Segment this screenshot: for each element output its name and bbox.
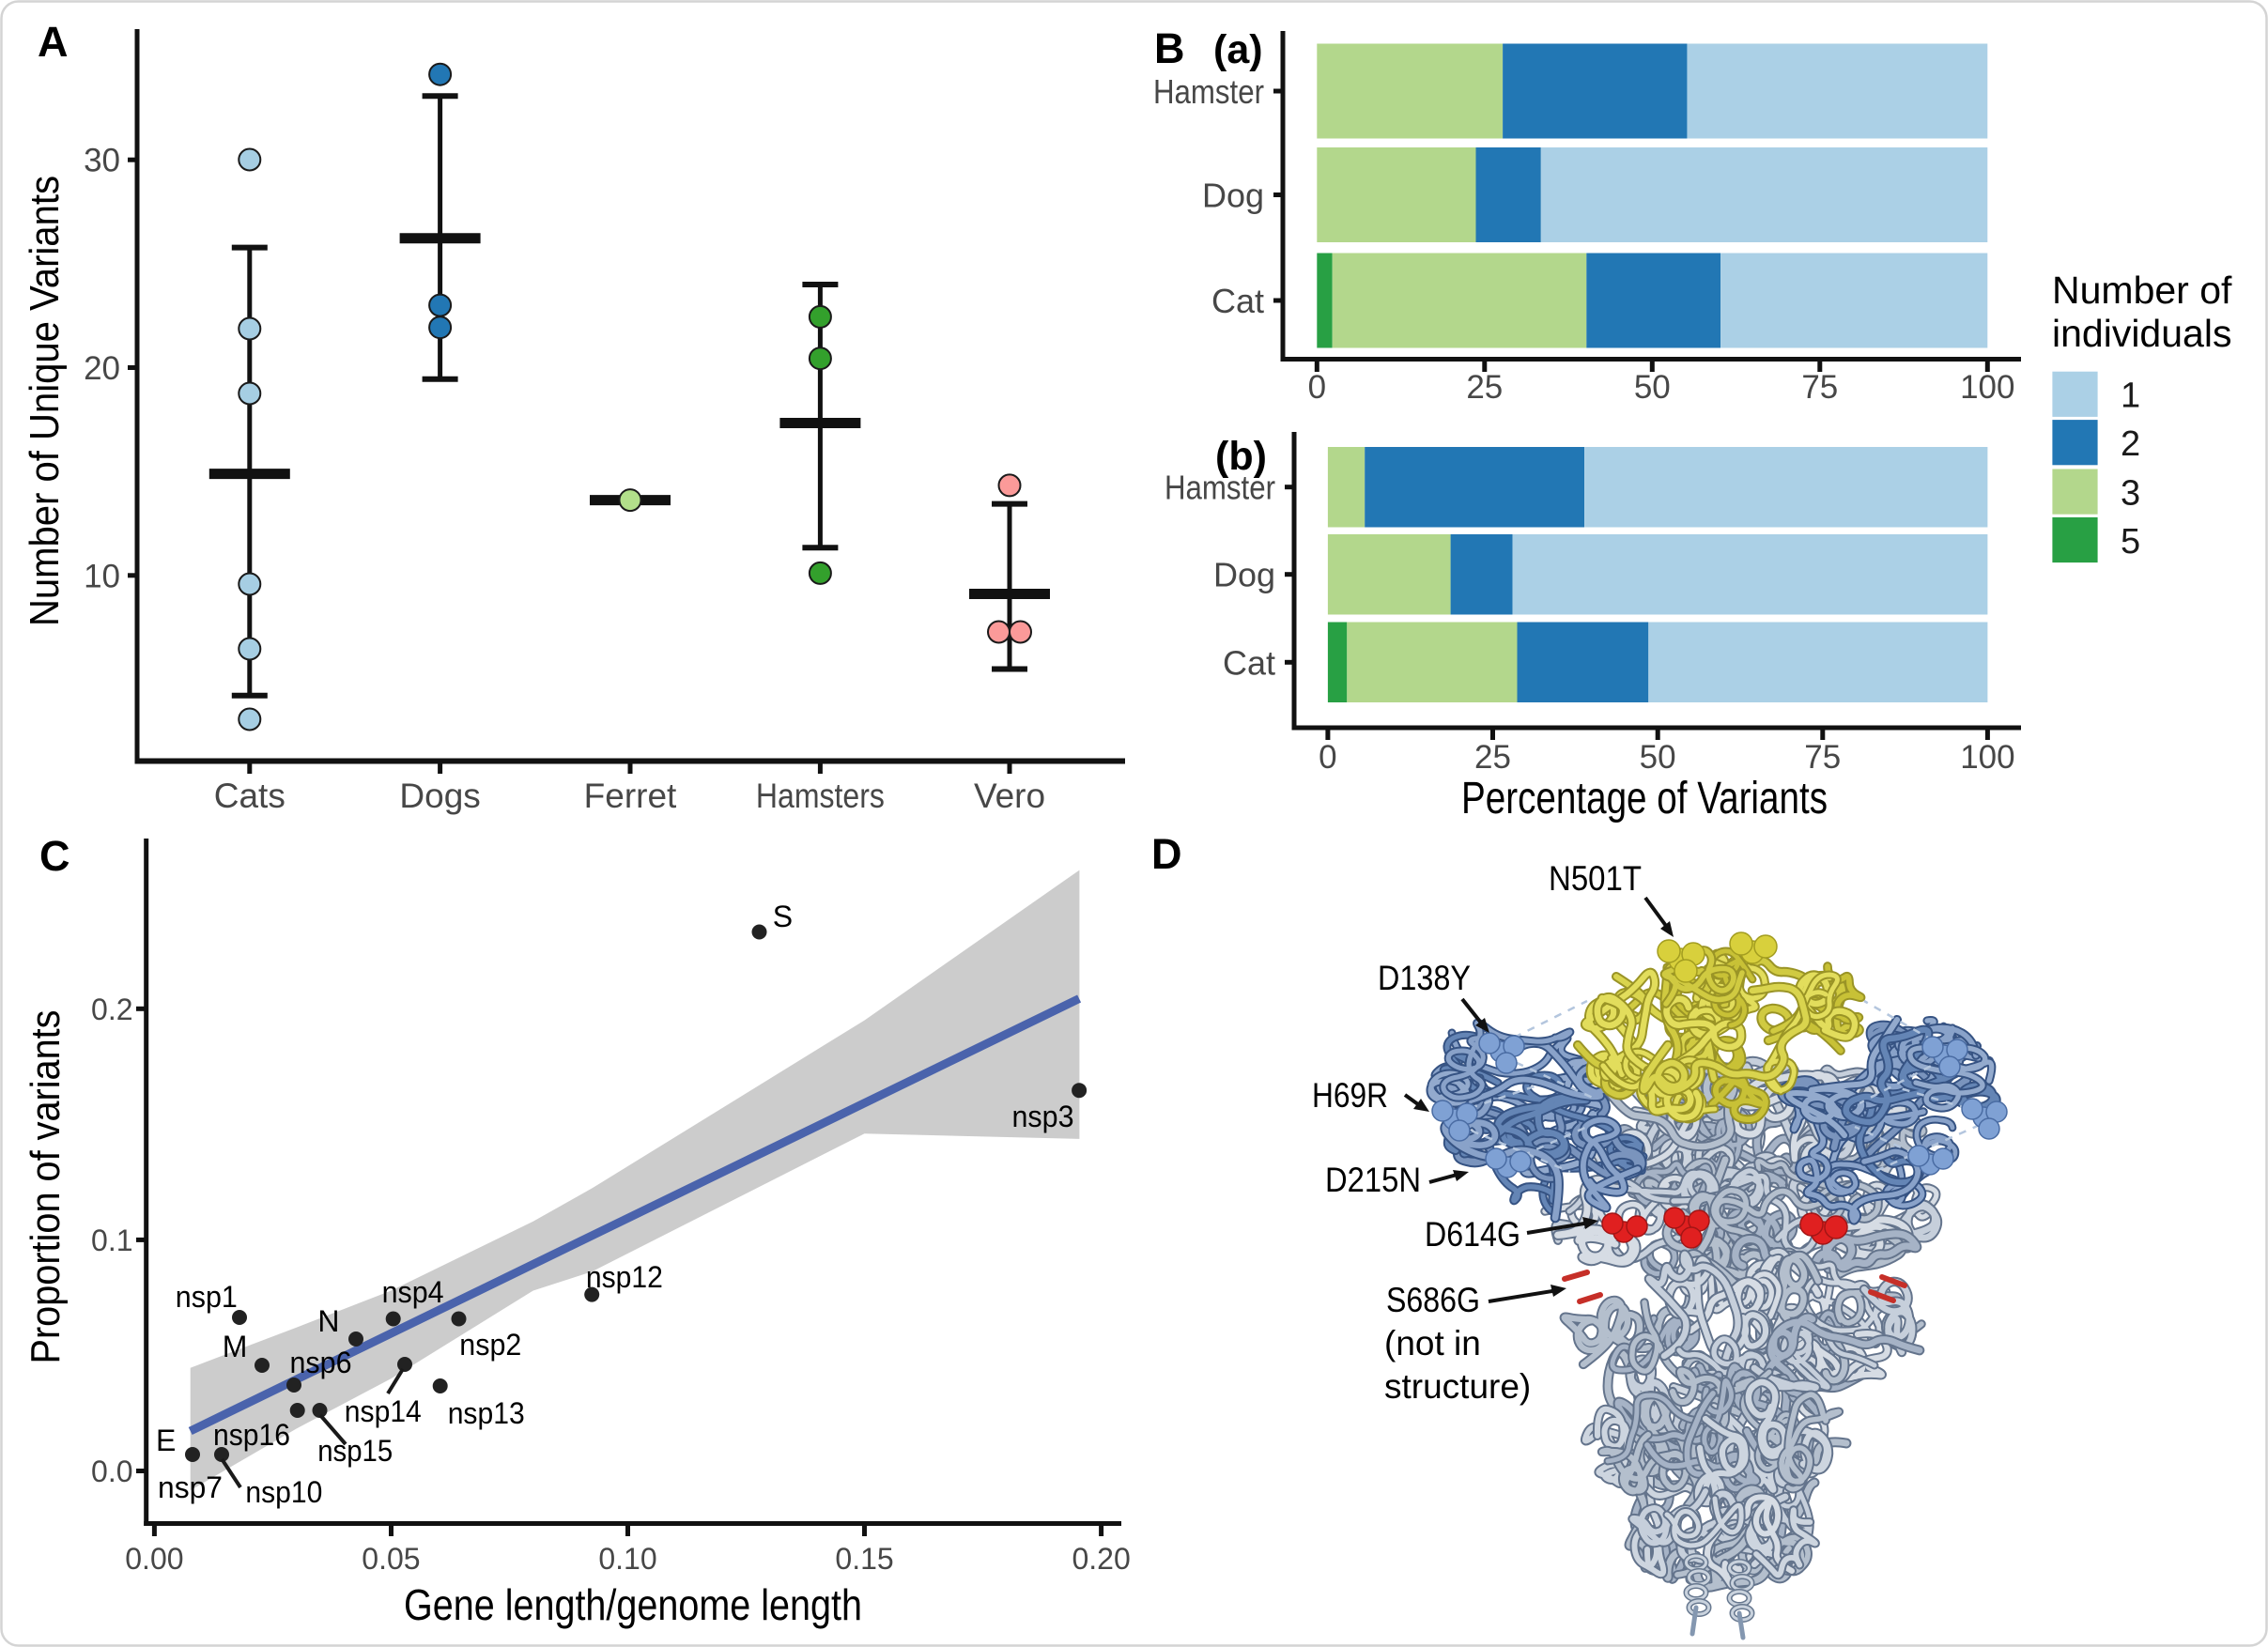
svg-text:nsp1: nsp1 <box>176 1280 238 1314</box>
svg-text:nsp7: nsp7 <box>158 1470 223 1504</box>
svg-text:10: 10 <box>84 558 120 594</box>
svg-text:0.05: 0.05 <box>362 1542 420 1576</box>
svg-text:0.0: 0.0 <box>91 1455 132 1488</box>
svg-text:S686G: S686G <box>1386 1281 1480 1319</box>
svg-text:Cats: Cats <box>214 777 285 815</box>
svg-text:Cat: Cat <box>1223 643 1275 682</box>
svg-text:C: C <box>39 832 70 880</box>
svg-text:30: 30 <box>84 143 120 179</box>
svg-text:Hamster: Hamster <box>1165 469 1275 507</box>
svg-text:Ferret: Ferret <box>584 777 677 815</box>
svg-text:50: 50 <box>1634 369 1671 406</box>
svg-text:B: B <box>1154 24 1185 72</box>
svg-text:Hamsters: Hamsters <box>756 777 885 815</box>
svg-text:Gene length/genome length: Gene length/genome length <box>404 1580 862 1629</box>
svg-text:25: 25 <box>1474 739 1511 776</box>
svg-text:Hamster: Hamster <box>1153 72 1264 111</box>
svg-text:nsp12: nsp12 <box>586 1260 663 1294</box>
svg-text:nsp4: nsp4 <box>382 1275 444 1309</box>
svg-text:(not in: (not in <box>1384 1324 1481 1362</box>
svg-text:5: 5 <box>2121 522 2140 562</box>
svg-text:nsp10: nsp10 <box>245 1475 322 1509</box>
svg-text:2: 2 <box>2121 424 2140 464</box>
svg-text:D215N: D215N <box>1325 1161 1421 1199</box>
svg-text:Number of Unique Variants: Number of Unique Variants <box>22 176 68 626</box>
svg-text:Number of: Number of <box>2052 269 2232 312</box>
svg-text:0.2: 0.2 <box>91 993 132 1026</box>
svg-text:0.1: 0.1 <box>91 1224 132 1257</box>
svg-text:structure): structure) <box>1384 1367 1531 1406</box>
svg-text:3: 3 <box>2121 474 2140 514</box>
svg-text:N: N <box>317 1304 339 1338</box>
svg-text:Cat: Cat <box>1211 282 1264 320</box>
svg-text:100: 100 <box>1960 739 2014 776</box>
svg-text:nsp13: nsp13 <box>448 1396 525 1430</box>
svg-text:Dog: Dog <box>1213 556 1275 594</box>
svg-text:Proportion of variants: Proportion of variants <box>23 1010 69 1364</box>
svg-text:Dogs: Dogs <box>399 777 480 815</box>
svg-text:nsp15: nsp15 <box>317 1434 393 1468</box>
svg-text:S: S <box>773 900 793 933</box>
svg-text:individuals: individuals <box>2052 312 2231 355</box>
svg-text:0: 0 <box>1319 739 1336 776</box>
svg-text:50: 50 <box>1640 739 1676 776</box>
svg-text:M: M <box>223 1330 248 1363</box>
svg-text:(a): (a) <box>1213 27 1263 72</box>
svg-text:100: 100 <box>1960 369 2014 406</box>
svg-text:nsp14: nsp14 <box>345 1394 422 1428</box>
svg-text:A: A <box>38 18 69 66</box>
svg-text:25: 25 <box>1466 369 1503 406</box>
svg-text:0: 0 <box>1308 369 1326 406</box>
svg-text:0.00: 0.00 <box>125 1542 183 1576</box>
svg-text:1: 1 <box>2121 377 2140 416</box>
svg-text:E: E <box>156 1424 176 1457</box>
svg-text:0.20: 0.20 <box>1072 1542 1130 1576</box>
svg-text:nsp2: nsp2 <box>459 1328 521 1362</box>
svg-text:D138Y: D138Y <box>1378 959 1471 997</box>
svg-text:0.15: 0.15 <box>835 1542 893 1576</box>
svg-text:75: 75 <box>1801 369 1838 406</box>
svg-text:D614G: D614G <box>1425 1215 1520 1254</box>
svg-text:H69R: H69R <box>1312 1076 1388 1115</box>
svg-text:20: 20 <box>84 350 120 387</box>
svg-text:Vero: Vero <box>974 777 1045 815</box>
svg-text:nsp6: nsp6 <box>290 1346 352 1379</box>
svg-text:(b): (b) <box>1215 434 1267 479</box>
svg-text:75: 75 <box>1804 739 1841 776</box>
svg-text:Dog: Dog <box>1202 177 1264 215</box>
svg-text:nsp3: nsp3 <box>1012 1100 1074 1133</box>
svg-text:Percentage of Variants: Percentage of Variants <box>1461 774 1828 824</box>
svg-text:D: D <box>1151 830 1182 878</box>
svg-text:N501T: N501T <box>1549 859 1642 898</box>
svg-text:nsp16: nsp16 <box>213 1418 290 1452</box>
svg-text:0.10: 0.10 <box>598 1542 656 1576</box>
